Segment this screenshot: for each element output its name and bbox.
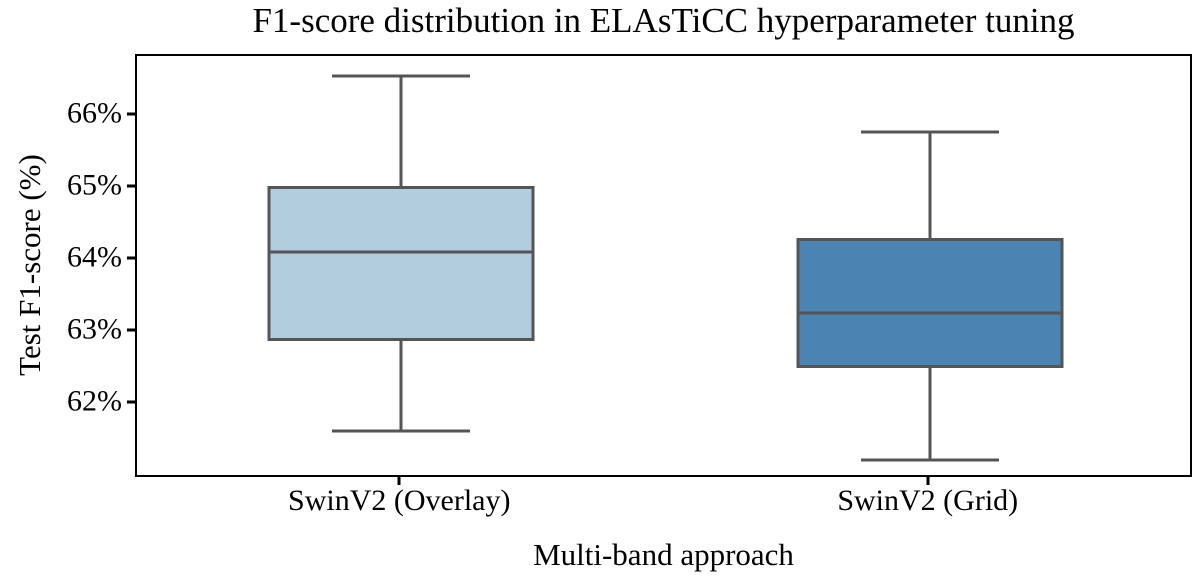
y-tick-label: 66% xyxy=(67,96,122,130)
x-tick-label-overlay: SwinV2 (Overlay) xyxy=(288,484,511,517)
whisker-upper-cap xyxy=(332,74,471,78)
x-tick-mark xyxy=(926,477,930,485)
box-rect xyxy=(796,238,1064,369)
y-tick-mark xyxy=(127,256,135,260)
y-tick-mark xyxy=(127,328,135,332)
y-tick-mark xyxy=(127,184,135,188)
x-tick-label-grid: SwinV2 (Grid) xyxy=(837,484,1019,517)
whisker-lower-line xyxy=(399,341,403,432)
x-axis-label: Multi-band approach xyxy=(533,537,794,572)
y-axis-label: Test F1-score (%) xyxy=(12,154,47,376)
median-line xyxy=(270,250,532,254)
y-tick-mark xyxy=(127,112,135,116)
chart-title: F1-score distribution in ELAsTiCC hyperp… xyxy=(252,1,1075,40)
whisker-upper-line xyxy=(928,132,932,239)
whisker-lower-line xyxy=(928,368,932,460)
y-tick-label: 62% xyxy=(67,384,122,418)
y-tick-mark xyxy=(127,400,135,404)
median-line xyxy=(799,311,1061,315)
whisker-upper-cap xyxy=(860,130,999,134)
y-tick-label: 63% xyxy=(67,312,122,346)
whisker-lower-cap xyxy=(860,458,999,462)
plot-area xyxy=(135,54,1192,477)
box-rect xyxy=(267,185,535,342)
y-tick-label: 64% xyxy=(67,240,122,274)
x-tick-mark xyxy=(397,477,401,485)
whisker-lower-cap xyxy=(332,429,471,433)
y-tick-label: 65% xyxy=(67,168,122,202)
whisker-upper-line xyxy=(399,76,403,186)
